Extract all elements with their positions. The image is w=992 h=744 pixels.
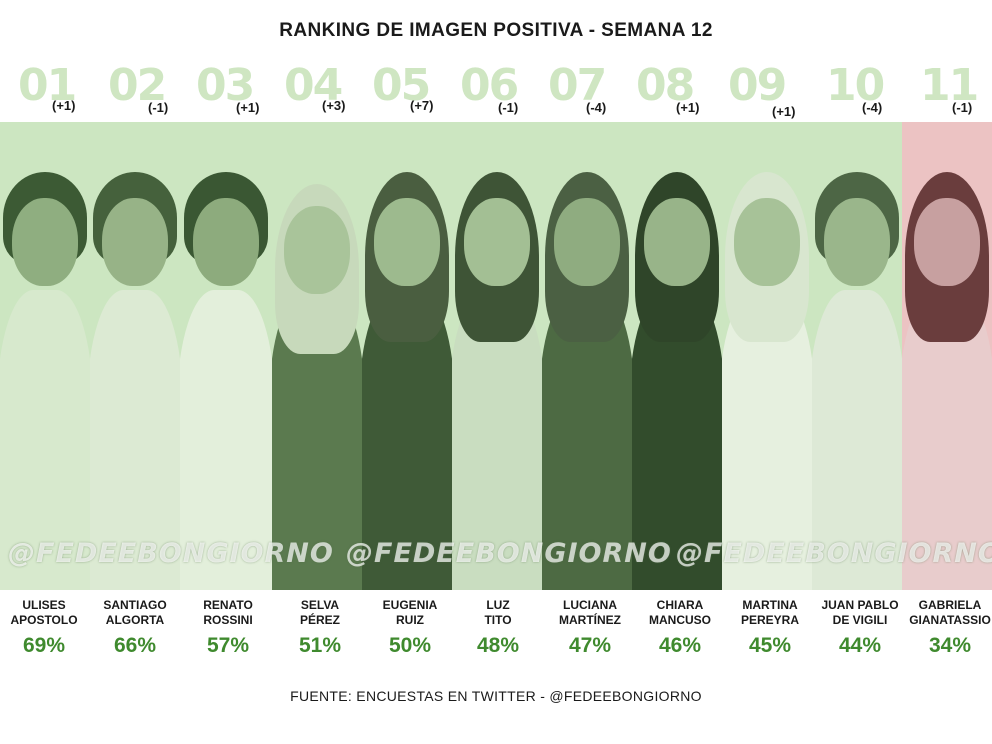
rank-number-row: 01 (+1) 02 (-1) 03 (+1) 04 (+3) 05 (+7) 06 (-1) 07 (-… (0, 60, 992, 124)
rank-number-07: 07 (548, 60, 607, 111)
rank-change-11: (-1) (952, 100, 973, 115)
contestant-photo (632, 122, 722, 590)
contestant-name: CHIARA MANCUSO (634, 598, 726, 628)
contestant-last-name: ROSSINI (203, 613, 253, 627)
contestant-face (824, 198, 890, 286)
rank-change-05: (+7) (410, 98, 434, 113)
contestant-face (193, 198, 259, 286)
contestant-name: RENATO ROSSINI (182, 598, 274, 628)
watermark-right: @FEDEEBONGIORNO (676, 538, 992, 569)
contestant-face (284, 206, 350, 294)
contestant-face (374, 198, 440, 286)
contestant-last-name: ALGORTA (105, 613, 165, 627)
photo-band (0, 122, 992, 590)
rank-change-10: (-4) (862, 100, 883, 115)
rank-change-06: (-1) (498, 100, 519, 115)
rank-number-04: 04 (284, 60, 343, 111)
contestant-last-name: DE VIGILI (832, 613, 888, 627)
contestant-first-name: EUGENIA (382, 598, 438, 612)
rank-number-03: 03 (196, 60, 255, 111)
contestant-face (464, 198, 530, 286)
rank-change-07: (-4) (586, 100, 607, 115)
rank-number-09: 09 (728, 60, 787, 111)
contestant-face (12, 198, 78, 286)
rank-change-09: (+1) (772, 104, 796, 119)
contestant-first-name: LUZ (486, 598, 510, 612)
contestant-last-name: APOSTOLO (10, 613, 78, 627)
contestant-face (102, 198, 168, 286)
contestant-name: GABRIELA GIANATASSIO (904, 598, 992, 628)
contestant-first-name: MARTINA (742, 598, 798, 612)
contestant-torso (90, 290, 180, 590)
contestant-torso (180, 290, 272, 590)
contestant-torso (0, 290, 90, 590)
contestant-last-name: PEREYRA (740, 613, 799, 627)
contestant-first-name: GABRIELA (918, 598, 982, 612)
contestant-name: EUGENIA RUIZ (364, 598, 456, 628)
rank-change-03: (+1) (236, 100, 260, 115)
contestant-percentage: 66% (113, 634, 157, 657)
rank-number-05: 05 (372, 60, 431, 111)
contestant-face (914, 198, 980, 286)
contestant-first-name: SELVA (300, 598, 340, 612)
contestant-photo (0, 122, 90, 590)
contestant-name: SANTIAGO ALGORTA (89, 598, 181, 628)
contestant-face (734, 198, 800, 286)
contestant-first-name: RENATO (203, 598, 253, 612)
contestant-photo (90, 122, 180, 590)
ranking-title: RANKING DE IMAGEN POSITIVA - SEMANA 12 (279, 20, 713, 41)
rank-change-08: (+1) (676, 100, 700, 115)
rank-number-10: 10 (826, 60, 885, 111)
contestant-photo (362, 122, 452, 590)
rank-number-11: 11 (920, 60, 979, 111)
rank-number-06: 06 (460, 60, 519, 111)
contestant-name: MARTINA PEREYRA (724, 598, 816, 628)
contestant-last-name: MARTÍNEZ (559, 613, 621, 627)
contestant-photo (902, 122, 992, 590)
rank-number-08: 08 (636, 60, 695, 111)
contestant-first-name: JUAN PABLO (821, 598, 899, 612)
contestant-name: ULISES APOSTOLO (0, 598, 90, 628)
rank-change-01: (+1) (52, 98, 76, 113)
rank-change-02: (-1) (148, 100, 169, 115)
contestant-percentage: 69% (22, 634, 66, 657)
contestant-last-name: GIANATASSIO (909, 613, 991, 627)
contestant-name: SELVA PÉREZ (274, 598, 366, 628)
contestant-photo (452, 122, 542, 590)
contestant-last-name: MANCUSO (649, 613, 711, 627)
contestant-last-name: RUIZ (396, 613, 424, 627)
contestant-photo (272, 122, 362, 590)
rank-number-02: 02 (108, 60, 167, 111)
rank-change-04: (+3) (322, 98, 346, 113)
contestant-percentage: 50% (388, 634, 432, 657)
contestant-percentage: 48% (476, 634, 520, 657)
contestant-percentage: 57% (206, 634, 250, 657)
contestant-photo (722, 122, 812, 590)
contestant-name: LUZ TITO (452, 598, 544, 628)
contestant-percentage: 34% (928, 634, 972, 657)
contestant-name: JUAN PABLO DE VIGILI (814, 598, 906, 628)
contestant-percentage: 45% (748, 634, 792, 657)
contestant-last-name: TITO (484, 613, 512, 627)
contestant-percentage: 44% (838, 634, 882, 657)
contestant-face (554, 198, 620, 286)
contestant-photo (180, 122, 272, 590)
contestant-first-name: SANTIAGO (103, 598, 167, 612)
watermark-center: @FEDEEBONGIORNO (346, 538, 672, 569)
contestant-photo (542, 122, 632, 590)
contestant-percentage: 47% (568, 634, 612, 657)
source-footer: FUENTE: ENCUESTAS EN TWITTER - @FEDEEBON… (290, 688, 702, 704)
contestant-first-name: ULISES (22, 598, 66, 612)
contestant-first-name: CHIARA (656, 598, 704, 612)
contestant-name: LUCIANA MARTÍNEZ (544, 598, 636, 628)
contestant-face (644, 198, 710, 286)
contestant-percentage: 51% (298, 634, 342, 657)
contestant-first-name: LUCIANA (563, 598, 617, 612)
contestant-photo (812, 122, 902, 590)
contestant-percentage: 46% (658, 634, 702, 657)
contestant-last-name: PÉREZ (299, 613, 340, 627)
watermark-left: @FEDEEBONGIORNO (8, 538, 334, 569)
contestant-torso (812, 290, 902, 590)
rank-number-01: 01 (18, 60, 77, 111)
